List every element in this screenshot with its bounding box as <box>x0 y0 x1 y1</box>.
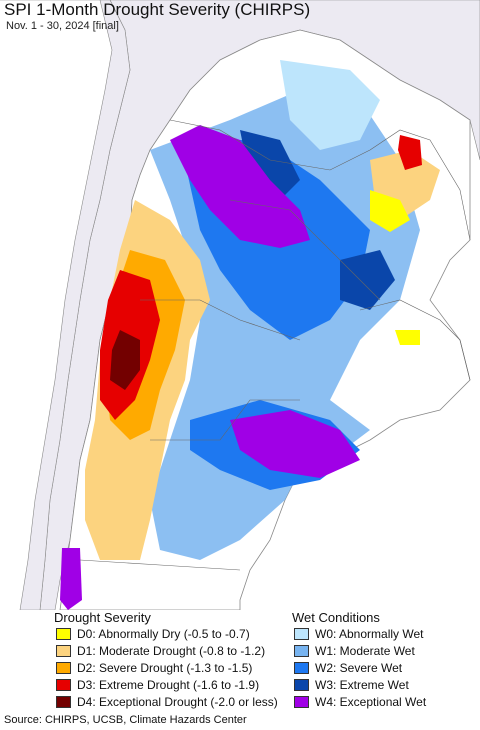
w0-abnormally-wet-area <box>280 60 380 150</box>
source-credit: Source: CHIRPS, UCSB, Climate Hazards Ce… <box>4 714 247 726</box>
wet-legend-item: W2: Severe Wet <box>294 660 402 676</box>
wet-legend-label: W0: Abnormally Wet <box>315 627 424 641</box>
w3-extreme-wet-area-east <box>340 250 395 310</box>
drought-legend-item: D0: Abnormally Dry (-0.5 to -0.7) <box>56 626 250 642</box>
drought-legend-label: D3: Extreme Drought (-1.6 to -1.9) <box>77 678 260 692</box>
drought-legend-swatch <box>56 628 71 640</box>
drought-legend-swatch <box>56 645 71 657</box>
d3-extreme-drought-ne <box>398 135 422 170</box>
drought-legend-title: Drought Severity <box>54 610 151 625</box>
wet-legend-label: W1: Moderate Wet <box>315 644 415 658</box>
drought-legend-swatch <box>56 679 71 691</box>
drought-legend-swatch <box>56 696 71 708</box>
drought-legend-label: D1: Moderate Drought (-0.8 to -1.2) <box>77 644 266 658</box>
drought-legend-label: D0: Abnormally Dry (-0.5 to -0.7) <box>77 627 250 641</box>
drought-legend-item: D3: Extreme Drought (-1.6 to -1.9) <box>56 677 259 693</box>
wet-legend-item: W1: Moderate Wet <box>294 643 415 659</box>
wet-legend-label: W3: Extreme Wet <box>315 678 409 692</box>
drought-legend-item: D4: Exceptional Drought (-2.0 or less) <box>56 694 278 710</box>
drought-legend-swatch <box>56 662 71 674</box>
drought-legend-label: D4: Exceptional Drought (-2.0 or less) <box>77 695 278 709</box>
wet-legend-item: W0: Abnormally Wet <box>294 626 423 642</box>
drought-legend-label: D2: Severe Drought (-1.3 to -1.5) <box>77 661 253 675</box>
wet-legend-swatch <box>294 628 309 640</box>
wet-legend-swatch <box>294 645 309 657</box>
d0-abnormally-dry-uy <box>395 330 420 345</box>
country-borders <box>79 119 471 571</box>
drought-map <box>0 0 480 610</box>
drought-legend-item: D1: Moderate Drought (-0.8 to -1.2) <box>56 643 265 659</box>
wet-legend-title: Wet Conditions <box>292 610 380 625</box>
wet-legend-item: W4: Exceptional Wet <box>294 694 426 710</box>
w4-exceptional-wet-area-north <box>170 125 310 248</box>
map-title: SPI 1-Month Drought Severity (CHIRPS) <box>4 0 311 19</box>
wet-legend-swatch <box>294 679 309 691</box>
d0-abnormally-dry-ne <box>370 190 410 232</box>
map-subtitle: Nov. 1 - 30, 2024 [final] <box>6 20 119 32</box>
w4-exceptional-wet-area-south <box>230 410 360 478</box>
wet-legend-swatch <box>294 662 309 674</box>
d4-exceptional-drought-area <box>110 330 140 390</box>
chile-strip <box>19 0 131 610</box>
wet-legend-label: W2: Severe Wet <box>315 661 403 675</box>
drought-legend-item: D2: Severe Drought (-1.3 to -1.5) <box>56 660 252 676</box>
wet-legend-label: W4: Exceptional Wet <box>315 695 427 709</box>
wet-legend-item: W3: Extreme Wet <box>294 677 409 693</box>
w4-exceptional-wet-area-tip <box>60 548 82 610</box>
wet-legend-swatch <box>294 696 309 708</box>
